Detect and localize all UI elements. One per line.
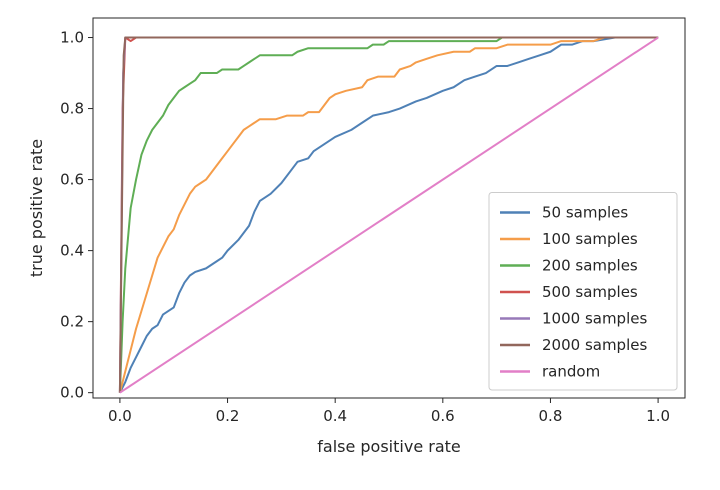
- legend: 50 samples 100 samples 200 samples 500 samp…: [488, 192, 678, 391]
- y-tick-label: 0.6: [60, 171, 84, 189]
- x-tick-label: 1.0: [646, 407, 670, 425]
- legend-entry: 100 samples: [542, 230, 638, 248]
- y-tick-label: 1.0: [60, 29, 84, 47]
- legend-entry: 200 samples: [542, 257, 638, 275]
- series-line-200-samples: [118, 36, 659, 393]
- y-axis-ticks: 0.0 0.2 0.4 0.6 0.8 1.0: [60, 29, 93, 402]
- series-line-50-samples: [119, 36, 659, 394]
- legend-box: [488, 192, 678, 391]
- y-tick-label: 0.2: [60, 313, 84, 331]
- x-axis-ticks: 0.0 0.2 0.4 0.6 0.8 1.0: [108, 398, 670, 425]
- series-layer: [118, 36, 659, 394]
- x-axis-label: false positive rate: [317, 437, 461, 456]
- x-tick-label: 0.6: [431, 407, 455, 425]
- x-tick-label: 0.4: [323, 407, 347, 425]
- legend-entry: 2000 samples: [542, 336, 647, 354]
- legend-entry: 500 samples: [542, 283, 638, 301]
- y-tick-label: 0.4: [60, 242, 84, 260]
- y-axis-label: true positive rate: [27, 139, 46, 277]
- legend-entry: 50 samples: [542, 204, 628, 222]
- y-tick-label: 0.0: [60, 384, 84, 402]
- series-line-100-samples: [118, 36, 659, 393]
- plot-frame: [92, 17, 686, 399]
- series-line-2000-samples: [118, 36, 659, 393]
- x-tick-label: 0.8: [539, 407, 563, 425]
- x-tick-label: 0.0: [108, 407, 132, 425]
- legend-entry: random: [542, 363, 600, 381]
- series-line-random: [119, 36, 659, 394]
- y-tick-label: 0.8: [60, 100, 84, 118]
- legend-entry: 1000 samples: [542, 310, 647, 328]
- x-tick-label: 0.2: [216, 407, 240, 425]
